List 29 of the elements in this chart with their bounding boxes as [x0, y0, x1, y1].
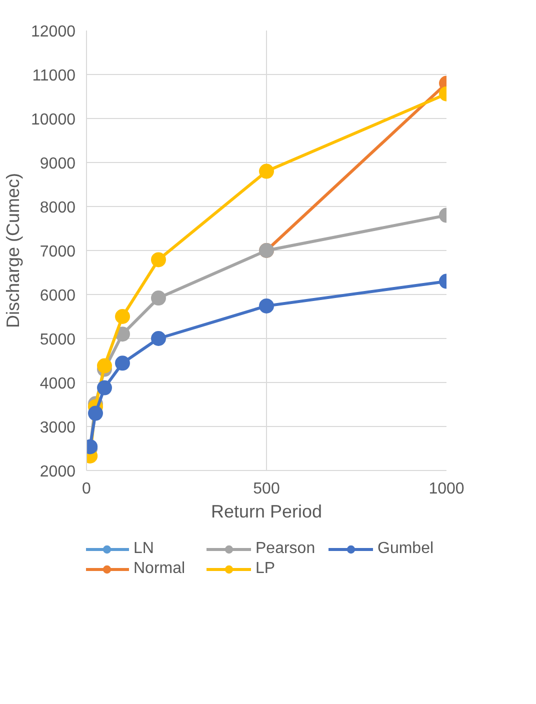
- x-axis-title: Return Period: [210, 502, 322, 522]
- y-tick-label: 5000: [40, 332, 76, 348]
- y-tick-label: 11000: [32, 68, 76, 84]
- point: [88, 406, 103, 421]
- legend-label: LP: [256, 560, 276, 578]
- y-tick-label: 3000: [40, 420, 76, 436]
- legend-label: Gumbel: [378, 540, 435, 558]
- y-tick-label: 9000: [40, 156, 76, 172]
- x-tick-label: 0: [82, 480, 92, 498]
- point: [97, 380, 112, 396]
- legend-label: Normal: [134, 560, 186, 578]
- y-tick-label: 4000: [40, 376, 76, 392]
- y-tick-label: 7000: [40, 244, 76, 260]
- point: [151, 331, 166, 346]
- point: [151, 290, 166, 306]
- legend-label: LN: [134, 540, 155, 558]
- y-axis-title: Discharge (Cumec): [3, 172, 24, 328]
- point: [115, 356, 130, 371]
- point: [151, 252, 166, 268]
- y-tick-label: 6000: [40, 288, 76, 304]
- point: [115, 309, 130, 324]
- legend-label: Pearson: [256, 540, 316, 558]
- y-tick-label: 8000: [40, 200, 76, 216]
- x-tick-label: 1000: [428, 480, 464, 498]
- x-tick-label: 500: [253, 480, 280, 498]
- y-tick-label: 12000: [31, 24, 76, 40]
- y-tick-label: 10000: [31, 112, 76, 128]
- y-tick-label: 2000: [40, 464, 76, 480]
- point: [97, 358, 112, 374]
